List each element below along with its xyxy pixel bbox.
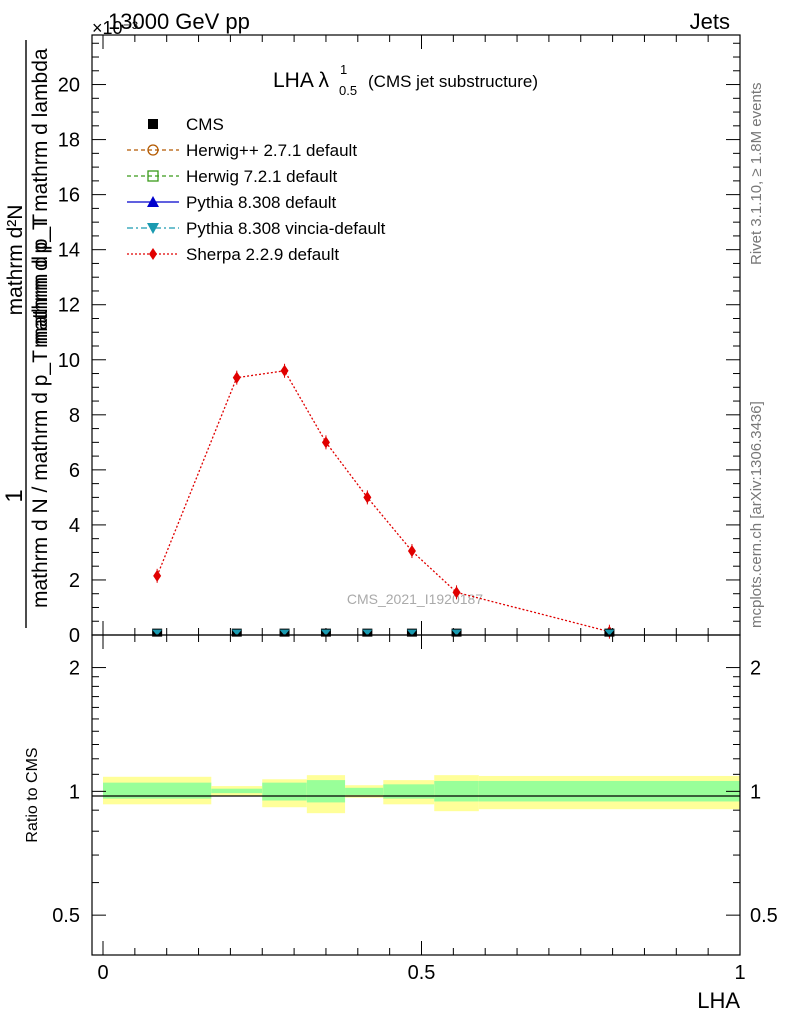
title-rest: (CMS jet substructure) <box>368 72 538 91</box>
sherpa-point <box>232 371 241 384</box>
ratio-y-tick-label: 2 <box>69 658 80 680</box>
ratio-x-ticks: 0 0.5 1 <box>97 635 746 984</box>
sherpa-point <box>153 569 162 582</box>
y-tick-label: 16 <box>58 185 80 207</box>
sherpa-line <box>156 370 610 633</box>
pythia-vincia-point <box>604 629 615 636</box>
y-tick-label: 20 <box>58 75 80 97</box>
title-sub: 0.5 <box>339 83 357 98</box>
ratio-y-tick-label-right: 1 <box>750 781 761 803</box>
y-tick-label: 8 <box>69 405 80 427</box>
y-tick-label: 6 <box>69 460 80 482</box>
y-label-outer-denominator: mathrm d N / mathrm d p_T mathrm d p_T <box>29 214 52 608</box>
y-tick-label: 2 <box>69 570 80 592</box>
pythia-vincia-point <box>362 629 373 636</box>
title-main: LHA λ <box>273 69 330 92</box>
watermark: CMS_2021_I1920187 <box>347 591 483 607</box>
ratio-inner-band <box>103 782 212 799</box>
plot-title: LHA λ 1 0.5 (CMS jet substructure) <box>273 62 538 98</box>
legend-marker <box>147 170 159 182</box>
main-x-ticks <box>102 35 741 635</box>
legend-label: Herwig++ 2.7.1 default <box>186 141 357 160</box>
sherpa-point <box>407 545 416 558</box>
legend-label: Pythia 8.308 vincia-default <box>186 219 386 238</box>
legend-marker <box>148 119 158 129</box>
ratio-y-tick-label-right: 0.5 <box>750 905 778 927</box>
sherpa-point <box>321 436 330 449</box>
legend-label: Herwig 7.2.1 default <box>186 167 337 186</box>
legend-marker <box>147 144 159 156</box>
main-y-ticks: 0 2 4 6 8 10 12 14 16 18 20 <box>58 42 740 647</box>
ratio-inner-band <box>345 787 384 795</box>
ratio-inner-band <box>262 782 307 801</box>
pythia-vincia-point <box>406 629 417 636</box>
legend: CMS Herwig++ 2.7.1 default Herwig 7.2.1 de… <box>127 115 386 264</box>
pythia-vincia-point <box>451 629 462 636</box>
legend-label: CMS <box>186 115 224 134</box>
pythia-vincia-point <box>152 629 163 636</box>
main-y-label: 1 mathrm d N / mathrm d p_T mathrm d p_T… <box>1 40 52 628</box>
ratio-bands <box>103 775 740 814</box>
ratio-y-ticks: 0.5 0.5 1 1 2 2 <box>52 658 778 928</box>
header-energy: 13000 GeV pp <box>108 9 250 34</box>
sherpa-point <box>280 364 289 377</box>
ratio-y-tick-label: 1 <box>69 781 80 803</box>
legend-label: Pythia 8.308 default <box>186 193 337 212</box>
x-tick-label: 0.5 <box>408 962 436 984</box>
y-tick-label: 0 <box>69 625 80 647</box>
series-points <box>152 363 615 639</box>
legend-marker <box>147 196 159 207</box>
y-label-one: 1 <box>1 489 28 502</box>
legend-marker <box>147 223 159 234</box>
title-sup: 1 <box>340 62 347 77</box>
y-tick-label: 14 <box>58 240 80 262</box>
y-tick-label: 4 <box>69 515 80 537</box>
pythia-vincia-point <box>231 629 242 636</box>
main-plot: ×10⁻³ 0 2 4 6 8 10 12 14 16 18 20 LHA λ 1 0.5 (CMS… <box>58 18 741 647</box>
y-label-numerator: mathrm d²N <box>4 205 27 316</box>
y-label-denominator: mathrm d p_T mathrm d lambda <box>29 48 52 348</box>
y-scale-exponent: ×10⁻³ <box>92 18 138 38</box>
sherpa-point <box>363 491 372 504</box>
legend-label: Sherpa 2.2.9 default <box>186 245 339 264</box>
ratio-y-tick-label: 0.5 <box>52 905 80 927</box>
ratio-plot-frame <box>91 634 741 956</box>
mcplots-label: mcplots.cern.ch [arXiv:1306.3436] <box>748 401 765 628</box>
rivet-label: Rivet 3.1.10, ≥ 1.8M events <box>748 83 765 266</box>
x-tick-label: 1 <box>734 962 745 984</box>
ratio-inner-band <box>383 784 435 799</box>
ratio-inner-band <box>306 780 346 803</box>
y-tick-label: 10 <box>58 350 80 372</box>
series-lines <box>156 370 610 633</box>
ratio-y-label: Ratio to CMS <box>24 747 41 842</box>
y-tick-label: 18 <box>58 130 80 152</box>
ratio-y-tick-label-right: 2 <box>750 658 761 680</box>
legend-marker <box>149 248 157 260</box>
x-axis-label: LHA <box>697 988 740 1013</box>
y-tick-label: 12 <box>58 295 80 317</box>
pythia-vincia-point <box>320 629 331 636</box>
header-jets: Jets <box>690 9 730 34</box>
x-tick-label: 0 <box>97 962 108 984</box>
ratio-inner-band <box>434 780 479 802</box>
ratio-inner-band <box>211 788 263 794</box>
ratio-inner-band <box>478 780 740 802</box>
pythia-vincia-point <box>279 629 290 636</box>
ratio-plot: 0.5 0.51 12 2 0 0.5 1 Ratio to CMS LHA <box>24 634 778 1013</box>
sherpa-point <box>452 586 461 599</box>
